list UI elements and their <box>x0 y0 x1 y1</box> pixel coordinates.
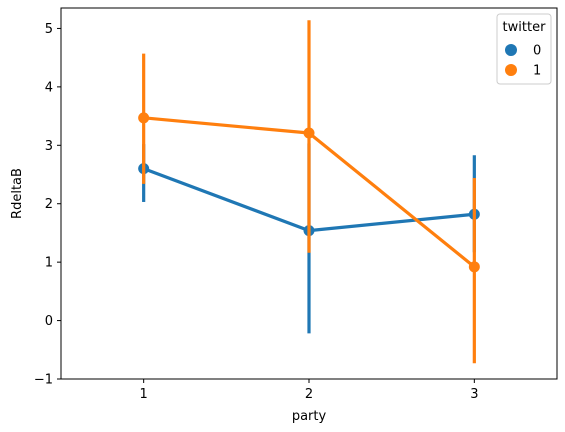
plot-area <box>138 20 480 364</box>
legend-title: twitter <box>503 20 547 35</box>
data-point <box>138 112 150 124</box>
y-axis: −1 0 1 2 3 4 5 <box>34 22 61 388</box>
legend: twitter 0 1 <box>496 13 552 85</box>
data-point <box>303 127 315 139</box>
x-axis-label: party <box>292 409 327 424</box>
y-axis-label: RdeltaB <box>10 168 25 219</box>
legend-label: 1 <box>533 64 541 79</box>
legend-marker <box>505 64 517 76</box>
series-1 <box>138 20 480 364</box>
data-point <box>468 261 480 273</box>
x-tick-label: 1 <box>140 387 148 402</box>
y-tick-label: 1 <box>45 256 53 271</box>
x-tick-label: 3 <box>470 387 478 402</box>
y-tick-label: 2 <box>45 197 53 212</box>
y-tick-label: 5 <box>45 22 53 37</box>
y-tick-label: 3 <box>45 139 53 154</box>
legend-marker <box>505 44 517 56</box>
y-tick-label: 0 <box>45 314 53 329</box>
y-tick-label: 4 <box>45 80 53 95</box>
legend-label: 0 <box>533 44 541 59</box>
x-axis: 1 2 3 <box>140 379 478 402</box>
y-tick-label: −1 <box>34 373 53 388</box>
x-tick-label: 2 <box>305 387 313 402</box>
